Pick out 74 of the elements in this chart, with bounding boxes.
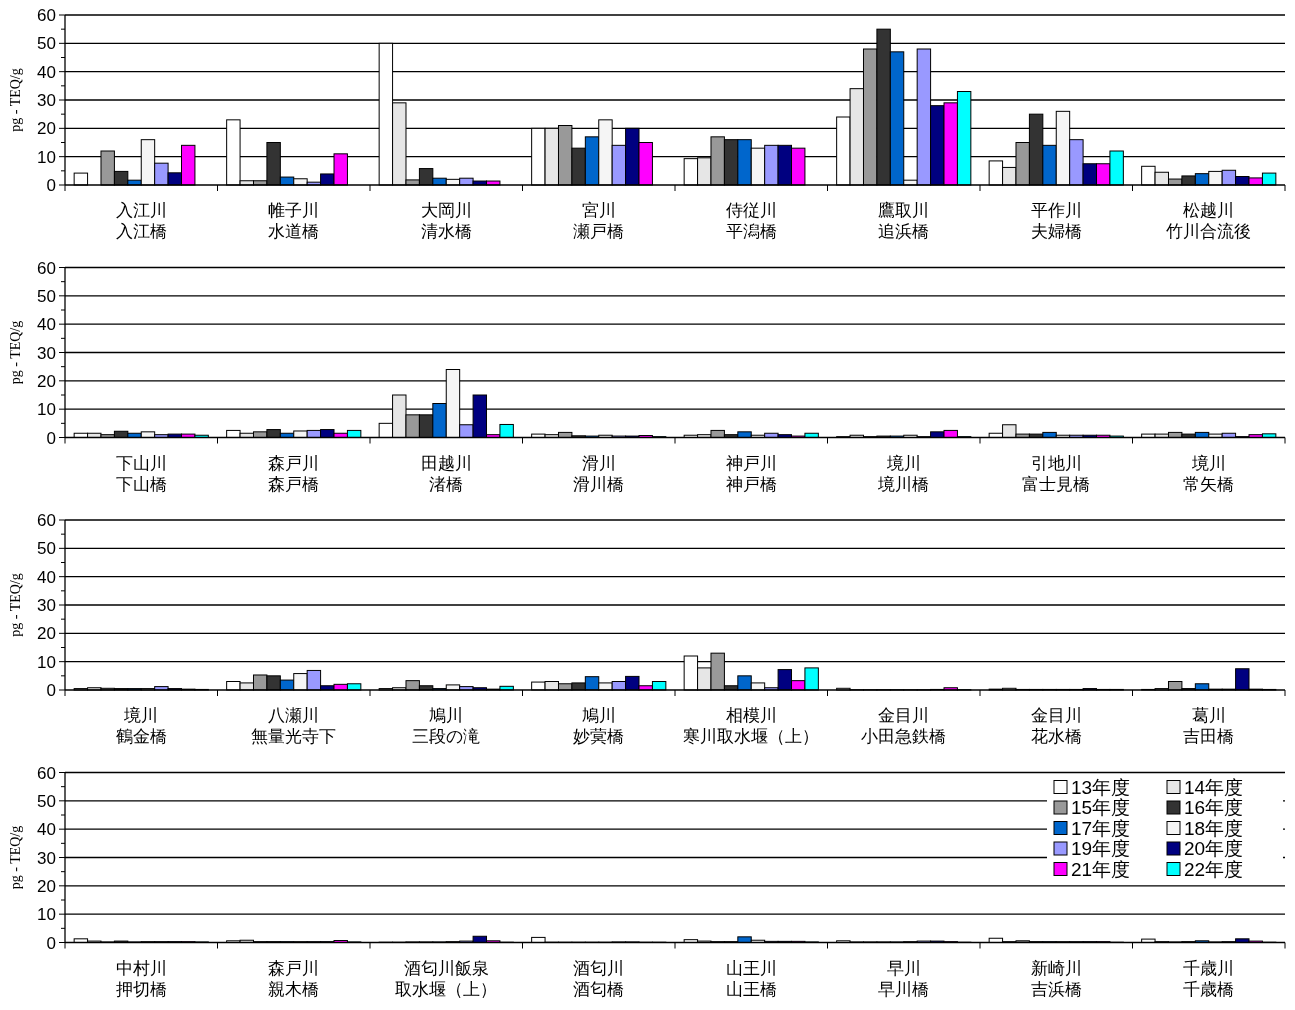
- x-tick-label: 金目川花水橋: [1030, 706, 1082, 746]
- y-tick-label: 50: [37, 539, 56, 559]
- y-tick-label: 50: [37, 286, 56, 306]
- x-tick-label: 千歳川千歳橋: [1183, 958, 1235, 999]
- x-tick-label: 大岡川清水橋: [420, 201, 472, 241]
- legend-label: 13年度: [1071, 776, 1131, 798]
- x-tick-label: 鷹取川追浜橋: [878, 201, 930, 241]
- x-tick-label: 森戸川森戸橋: [268, 453, 320, 494]
- y-axis-title: pg - TEQ/g: [8, 573, 23, 637]
- x-tick-label: 葛川吉田橋: [1183, 706, 1235, 746]
- y-axis-title: pg - TEQ/g: [8, 320, 23, 385]
- x-tick-label: 鳩川妙蓂橋: [573, 706, 625, 746]
- x-tick-label: 引地川富士見橋: [1022, 453, 1091, 494]
- x-tick-label: 宮川瀬戸橋: [573, 201, 625, 241]
- y-tick-label: 40: [37, 315, 56, 335]
- legend-label: 19年度: [1071, 838, 1131, 859]
- y-tick-label: 0: [46, 933, 56, 953]
- y-tick-label: 20: [37, 876, 56, 896]
- y-tick-label: 40: [37, 567, 56, 587]
- y-tick-label: 0: [46, 176, 56, 195]
- x-tick-label: 金目川小田急鉄橋: [861, 706, 947, 746]
- y-tick-label: 20: [37, 624, 56, 644]
- y-tick-label: 60: [37, 6, 56, 25]
- y-tick-label: 10: [37, 147, 56, 167]
- y-tick-label: 30: [37, 343, 56, 363]
- y-tick-label: 10: [37, 652, 56, 672]
- x-tick-label: 八瀬川無量光寺下: [251, 706, 337, 746]
- y-tick-label: 30: [37, 91, 56, 110]
- y-tick-label: 30: [37, 848, 56, 868]
- y-tick-label: 60: [37, 258, 56, 278]
- x-tick-label: 早川早川橋: [878, 958, 930, 999]
- x-tick-label: 入江川入江橋: [115, 201, 167, 241]
- y-tick-label: 60: [37, 511, 56, 530]
- x-tick-label: 酒匂川酒匂橋: [573, 958, 625, 999]
- y-tick-label: 40: [37, 62, 56, 82]
- y-tick-label: 60: [37, 763, 56, 783]
- x-tick-label: 酒匂川飯泉取水堰（上）: [395, 958, 498, 999]
- legend-label: 18年度: [1184, 817, 1244, 839]
- y-tick-label: 50: [37, 791, 56, 811]
- y-tick-label: 10: [37, 905, 56, 925]
- y-tick-label: 40: [37, 820, 56, 840]
- x-tick-label: 神戸川神戸橋: [725, 453, 777, 494]
- legend-label: 21年度: [1071, 858, 1131, 880]
- legend-label: 14年度: [1184, 776, 1244, 798]
- legend-label: 15年度: [1071, 797, 1131, 818]
- legend-label: 17年度: [1071, 817, 1131, 839]
- y-tick-label: 20: [37, 371, 56, 391]
- y-tick-label: 30: [37, 596, 56, 615]
- y-tick-label: 0: [46, 681, 56, 700]
- y-tick-label: 20: [37, 119, 56, 139]
- x-tick-label: 下山川下山橋: [115, 453, 167, 494]
- y-axis-title: pg - TEQ/g: [8, 68, 23, 132]
- y-tick-label: 50: [37, 34, 56, 54]
- x-tick-label: 中村川押切橋: [115, 958, 167, 999]
- legend-label: 20年度: [1184, 838, 1244, 859]
- x-tick-label: 山王川山王橋: [725, 958, 777, 999]
- x-tick-label: 森戸川親木橋: [268, 958, 320, 999]
- x-tick-label: 帷子川水道橋: [268, 201, 320, 241]
- x-tick-label: 境川鶴金橋: [115, 706, 167, 746]
- x-tick-label: 侍従川平潟橋: [725, 201, 777, 241]
- x-tick-label: 松越川竹川合流後: [1166, 201, 1252, 241]
- y-tick-label: 10: [37, 400, 56, 420]
- x-tick-label: 田越川渚橋: [420, 453, 472, 494]
- x-tick-label: 相模川寒川取水堰（上）: [683, 706, 820, 746]
- x-tick-label: 新崎川吉浜橋: [1030, 958, 1082, 999]
- x-tick-label: 滑川滑川橋: [573, 453, 625, 494]
- legend-label: 22年度: [1184, 858, 1244, 880]
- x-tick-label: 平作川夫婦橋: [1030, 201, 1082, 241]
- y-tick-label: 0: [46, 428, 56, 448]
- x-tick-label: 鳩川三段の滝: [412, 706, 481, 746]
- y-axis-title: pg - TEQ/g: [8, 825, 23, 890]
- legend-label: 16年度: [1184, 797, 1244, 818]
- x-tick-label: 境川常矢橋: [1183, 453, 1235, 494]
- x-tick-label: 境川境川橋: [877, 453, 930, 494]
